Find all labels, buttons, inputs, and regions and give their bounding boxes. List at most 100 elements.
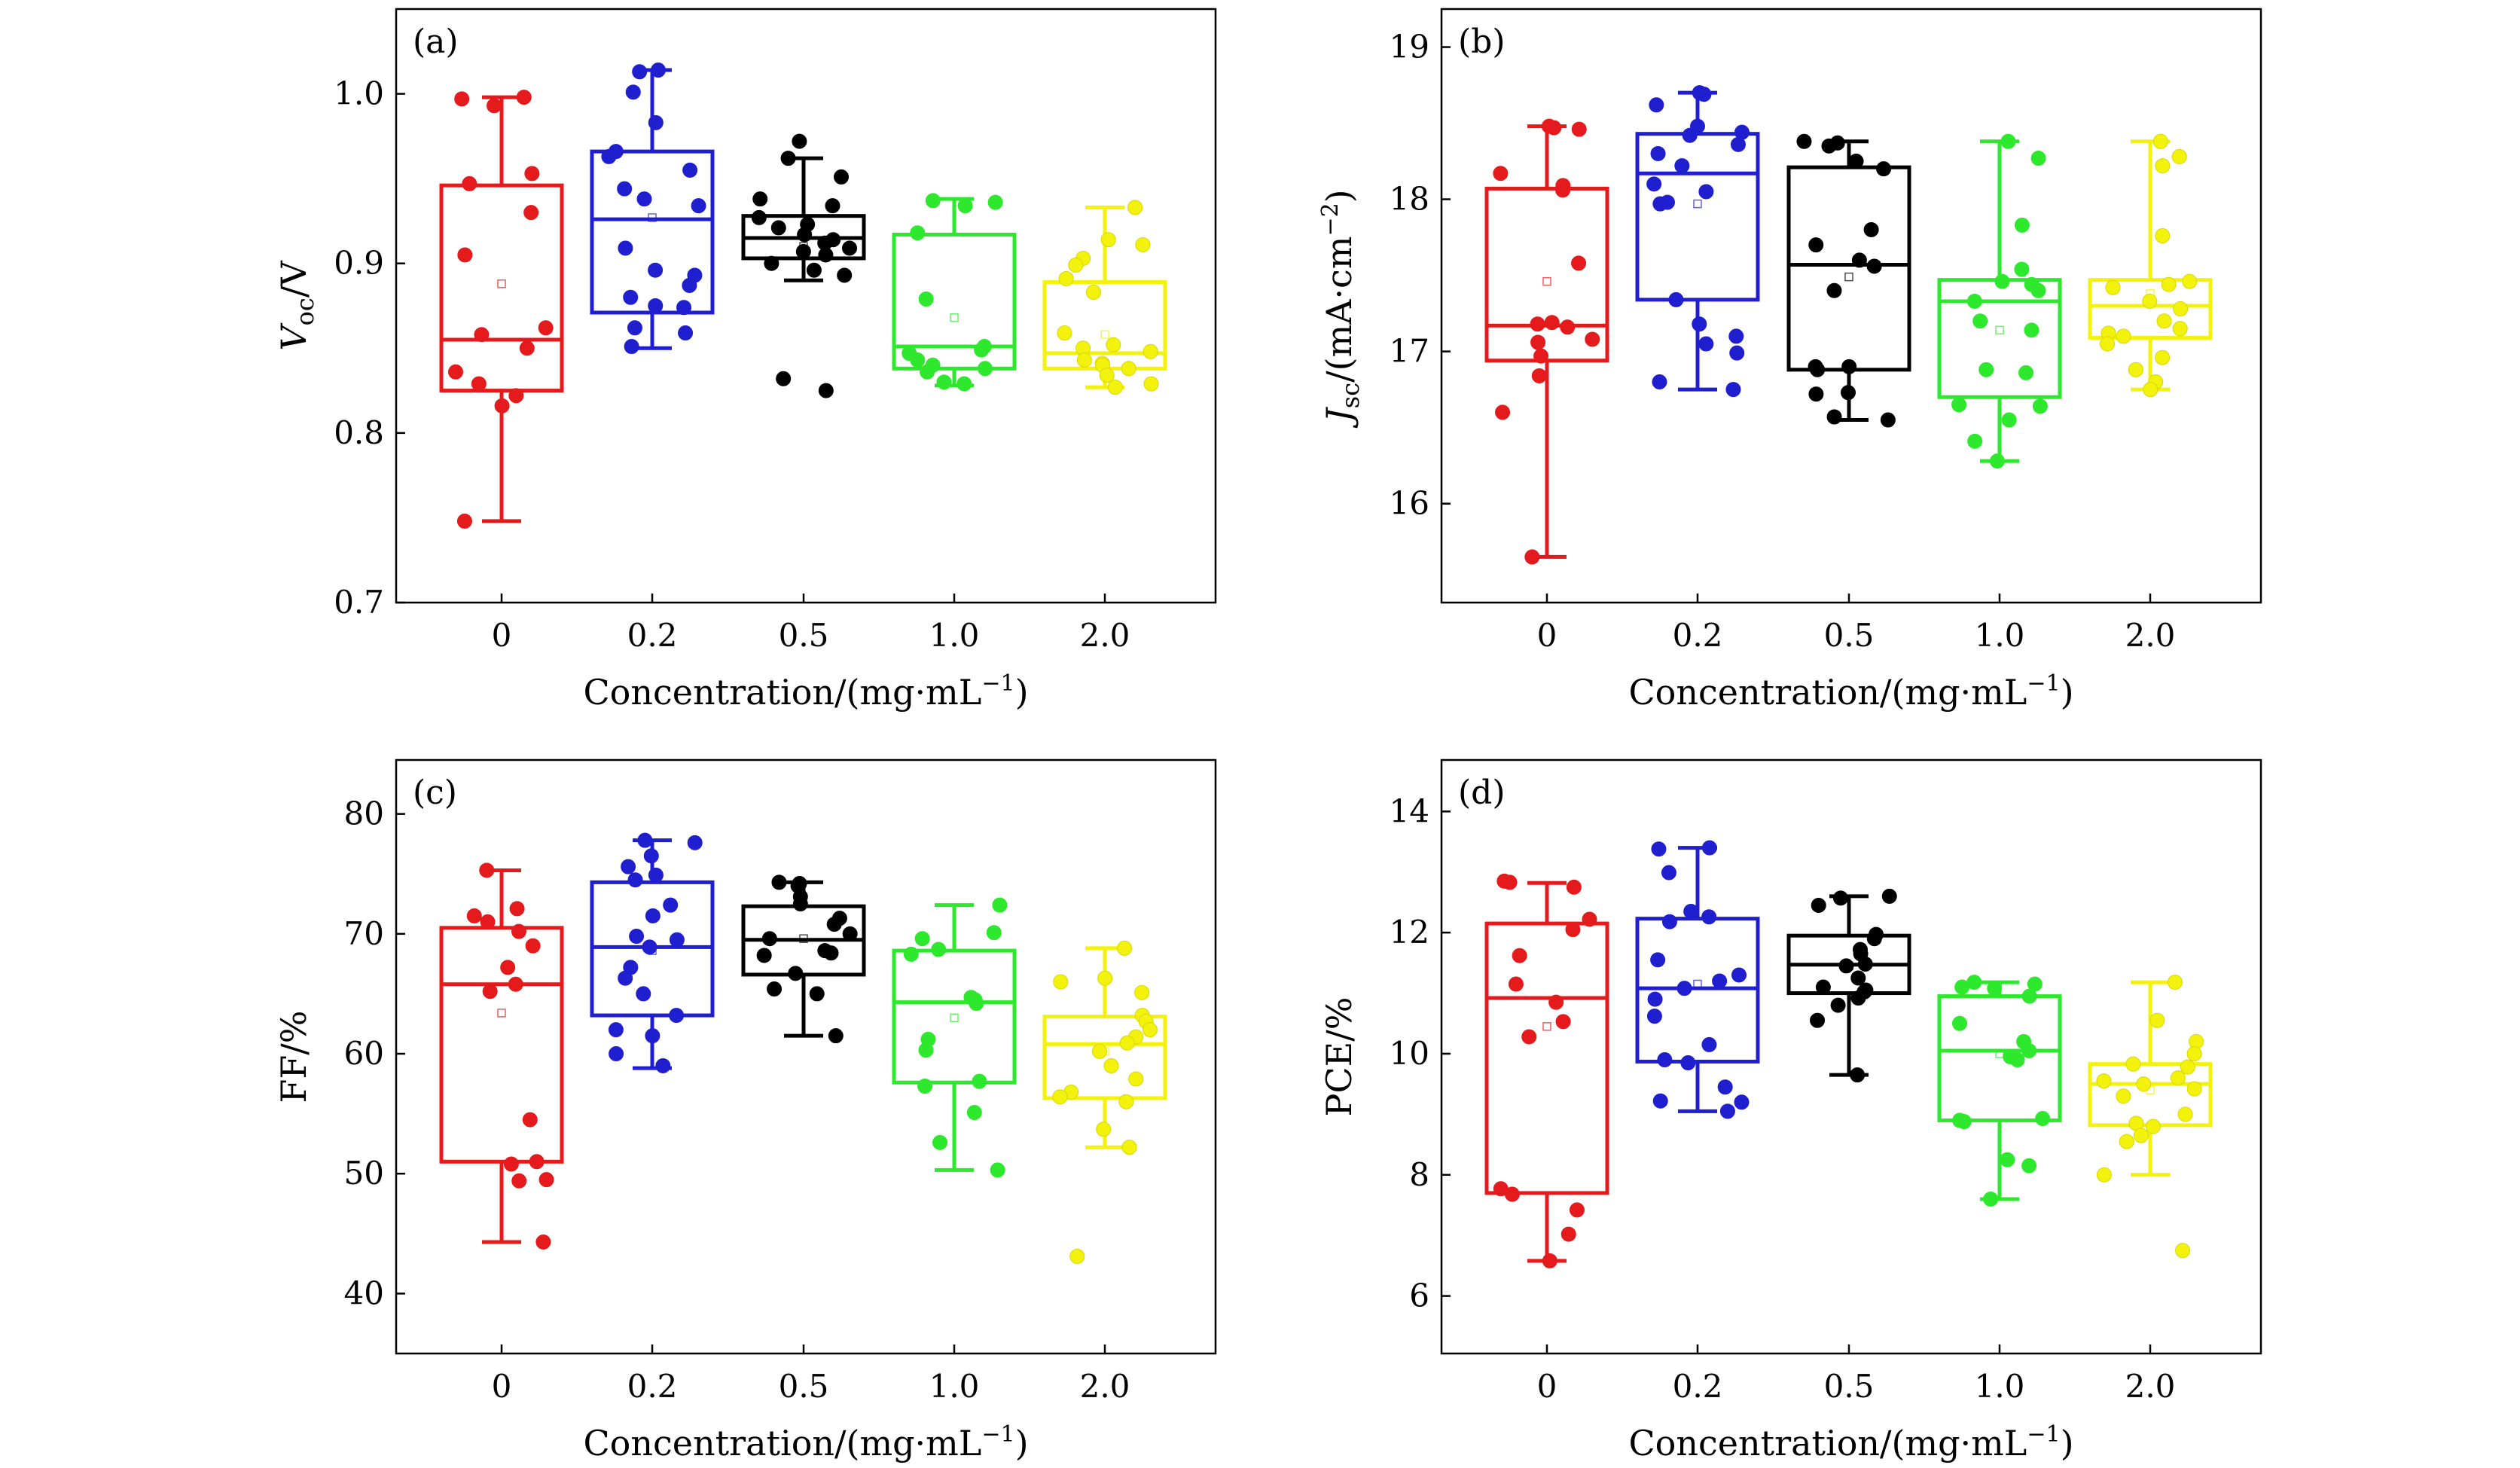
data-point	[1698, 336, 1714, 352]
x-axis-title: Concentration/(mg·mL−1)	[1628, 1421, 2073, 1463]
x-tick-label: 1.0	[1975, 617, 2025, 654]
data-point	[1712, 973, 1728, 989]
y-axis-title: PCE/%	[1319, 997, 1359, 1117]
data-point	[2156, 313, 2172, 329]
x-tick-label: 0	[1537, 617, 1557, 654]
data-point	[1560, 319, 1576, 335]
data-point	[1106, 337, 1121, 353]
data-point	[1815, 979, 1831, 995]
mean-marker	[1844, 272, 1853, 282]
data-point	[1647, 991, 1663, 1007]
mean-marker	[1542, 1022, 1551, 1031]
data-point	[2030, 282, 2046, 298]
data-point	[990, 1162, 1005, 1178]
box-iqr	[2088, 278, 2213, 340]
x-tick-label: 0.2	[627, 1368, 678, 1405]
data-point	[1121, 1140, 1137, 1155]
data-point	[525, 938, 541, 954]
data-point	[1582, 911, 1597, 927]
panel-3: (d) 6 8 10 12 14 0 0.2 0.5 1.0 2.0 Concentration/(m…	[1319, 758, 2262, 1463]
plot-frame	[395, 8, 1217, 604]
data-point	[1571, 255, 1587, 271]
data-point	[529, 1154, 545, 1170]
data-point	[1954, 979, 1970, 995]
box-iqr	[1635, 132, 1760, 302]
y-axis-title: FF/%	[273, 1010, 314, 1103]
box-group-2.0	[1042, 940, 1167, 1265]
y-tick-label: 18	[1390, 181, 1429, 218]
x-tick-label: 1.0	[1975, 1368, 2025, 1405]
data-point	[1876, 161, 1892, 177]
data-point	[914, 931, 930, 947]
data-point	[1850, 1067, 1866, 1083]
data-point	[1555, 182, 1571, 198]
data-point	[1657, 1052, 1673, 1068]
x-axis-title: Concentration/(mg·mL−1)	[583, 670, 1028, 713]
data-point	[1646, 1009, 1662, 1024]
data-point	[2030, 151, 2046, 166]
data-point	[487, 98, 502, 114]
data-point	[974, 342, 990, 358]
data-point	[1649, 97, 1664, 113]
data-point	[1521, 1029, 1537, 1045]
data-point	[764, 255, 779, 271]
data-point	[454, 91, 470, 107]
x-tick-label: 0	[1537, 1368, 1557, 1405]
data-point	[1096, 1122, 1112, 1137]
data-point	[1821, 138, 1837, 154]
data-point	[523, 205, 539, 221]
data-point	[2155, 228, 2171, 244]
box-iqr	[439, 926, 564, 1164]
data-point	[770, 220, 786, 236]
data-point	[1810, 362, 1826, 377]
data-point	[1127, 200, 1143, 215]
data-point	[2133, 1128, 2149, 1143]
data-point	[2161, 276, 2177, 292]
data-point	[2149, 1012, 2165, 1028]
box-group-2.0	[2088, 133, 2213, 398]
mean-marker	[497, 1009, 506, 1018]
data-point	[809, 986, 825, 1002]
data-point	[1650, 145, 1666, 161]
data-point	[751, 209, 767, 225]
box-iqr	[892, 232, 1017, 371]
data-point	[788, 966, 804, 981]
data-point	[636, 986, 651, 1002]
box-group-1.0	[892, 897, 1017, 1178]
mean-marker	[950, 313, 959, 322]
mean-marker	[1693, 199, 1702, 209]
data-point	[2167, 975, 2183, 990]
data-point	[1143, 343, 1158, 359]
mean-marker	[1995, 1049, 2004, 1058]
data-point	[910, 353, 926, 368]
y-tick-label: 80	[344, 795, 384, 832]
data-point	[1717, 1079, 1733, 1095]
y-tick-label: 70	[344, 915, 384, 952]
data-point	[1118, 1094, 1134, 1109]
data-point	[482, 984, 498, 1000]
data-point	[957, 198, 973, 214]
data-point	[621, 859, 636, 874]
box-group-0.2	[1635, 85, 1760, 398]
data-point	[1698, 184, 1714, 200]
data-point	[1076, 353, 1092, 368]
data-point	[1650, 952, 1666, 968]
data-point	[1121, 361, 1136, 377]
data-point	[1863, 221, 1879, 237]
data-point	[1099, 368, 1115, 383]
data-point	[1989, 453, 2005, 469]
data-point	[1826, 409, 1842, 425]
data-point	[648, 298, 664, 313]
x-tick-label: 0.5	[1824, 1368, 1875, 1405]
data-point	[1531, 368, 1547, 383]
data-point	[1646, 176, 1662, 192]
data-point	[1533, 348, 1549, 364]
data-point	[466, 908, 482, 923]
data-point	[1680, 1055, 1696, 1071]
data-point	[645, 1028, 661, 1044]
data-point	[1682, 127, 1698, 143]
data-point	[1134, 984, 1150, 1000]
mean-marker	[1100, 330, 1109, 340]
x-tick-label: 0.2	[1673, 617, 1723, 654]
